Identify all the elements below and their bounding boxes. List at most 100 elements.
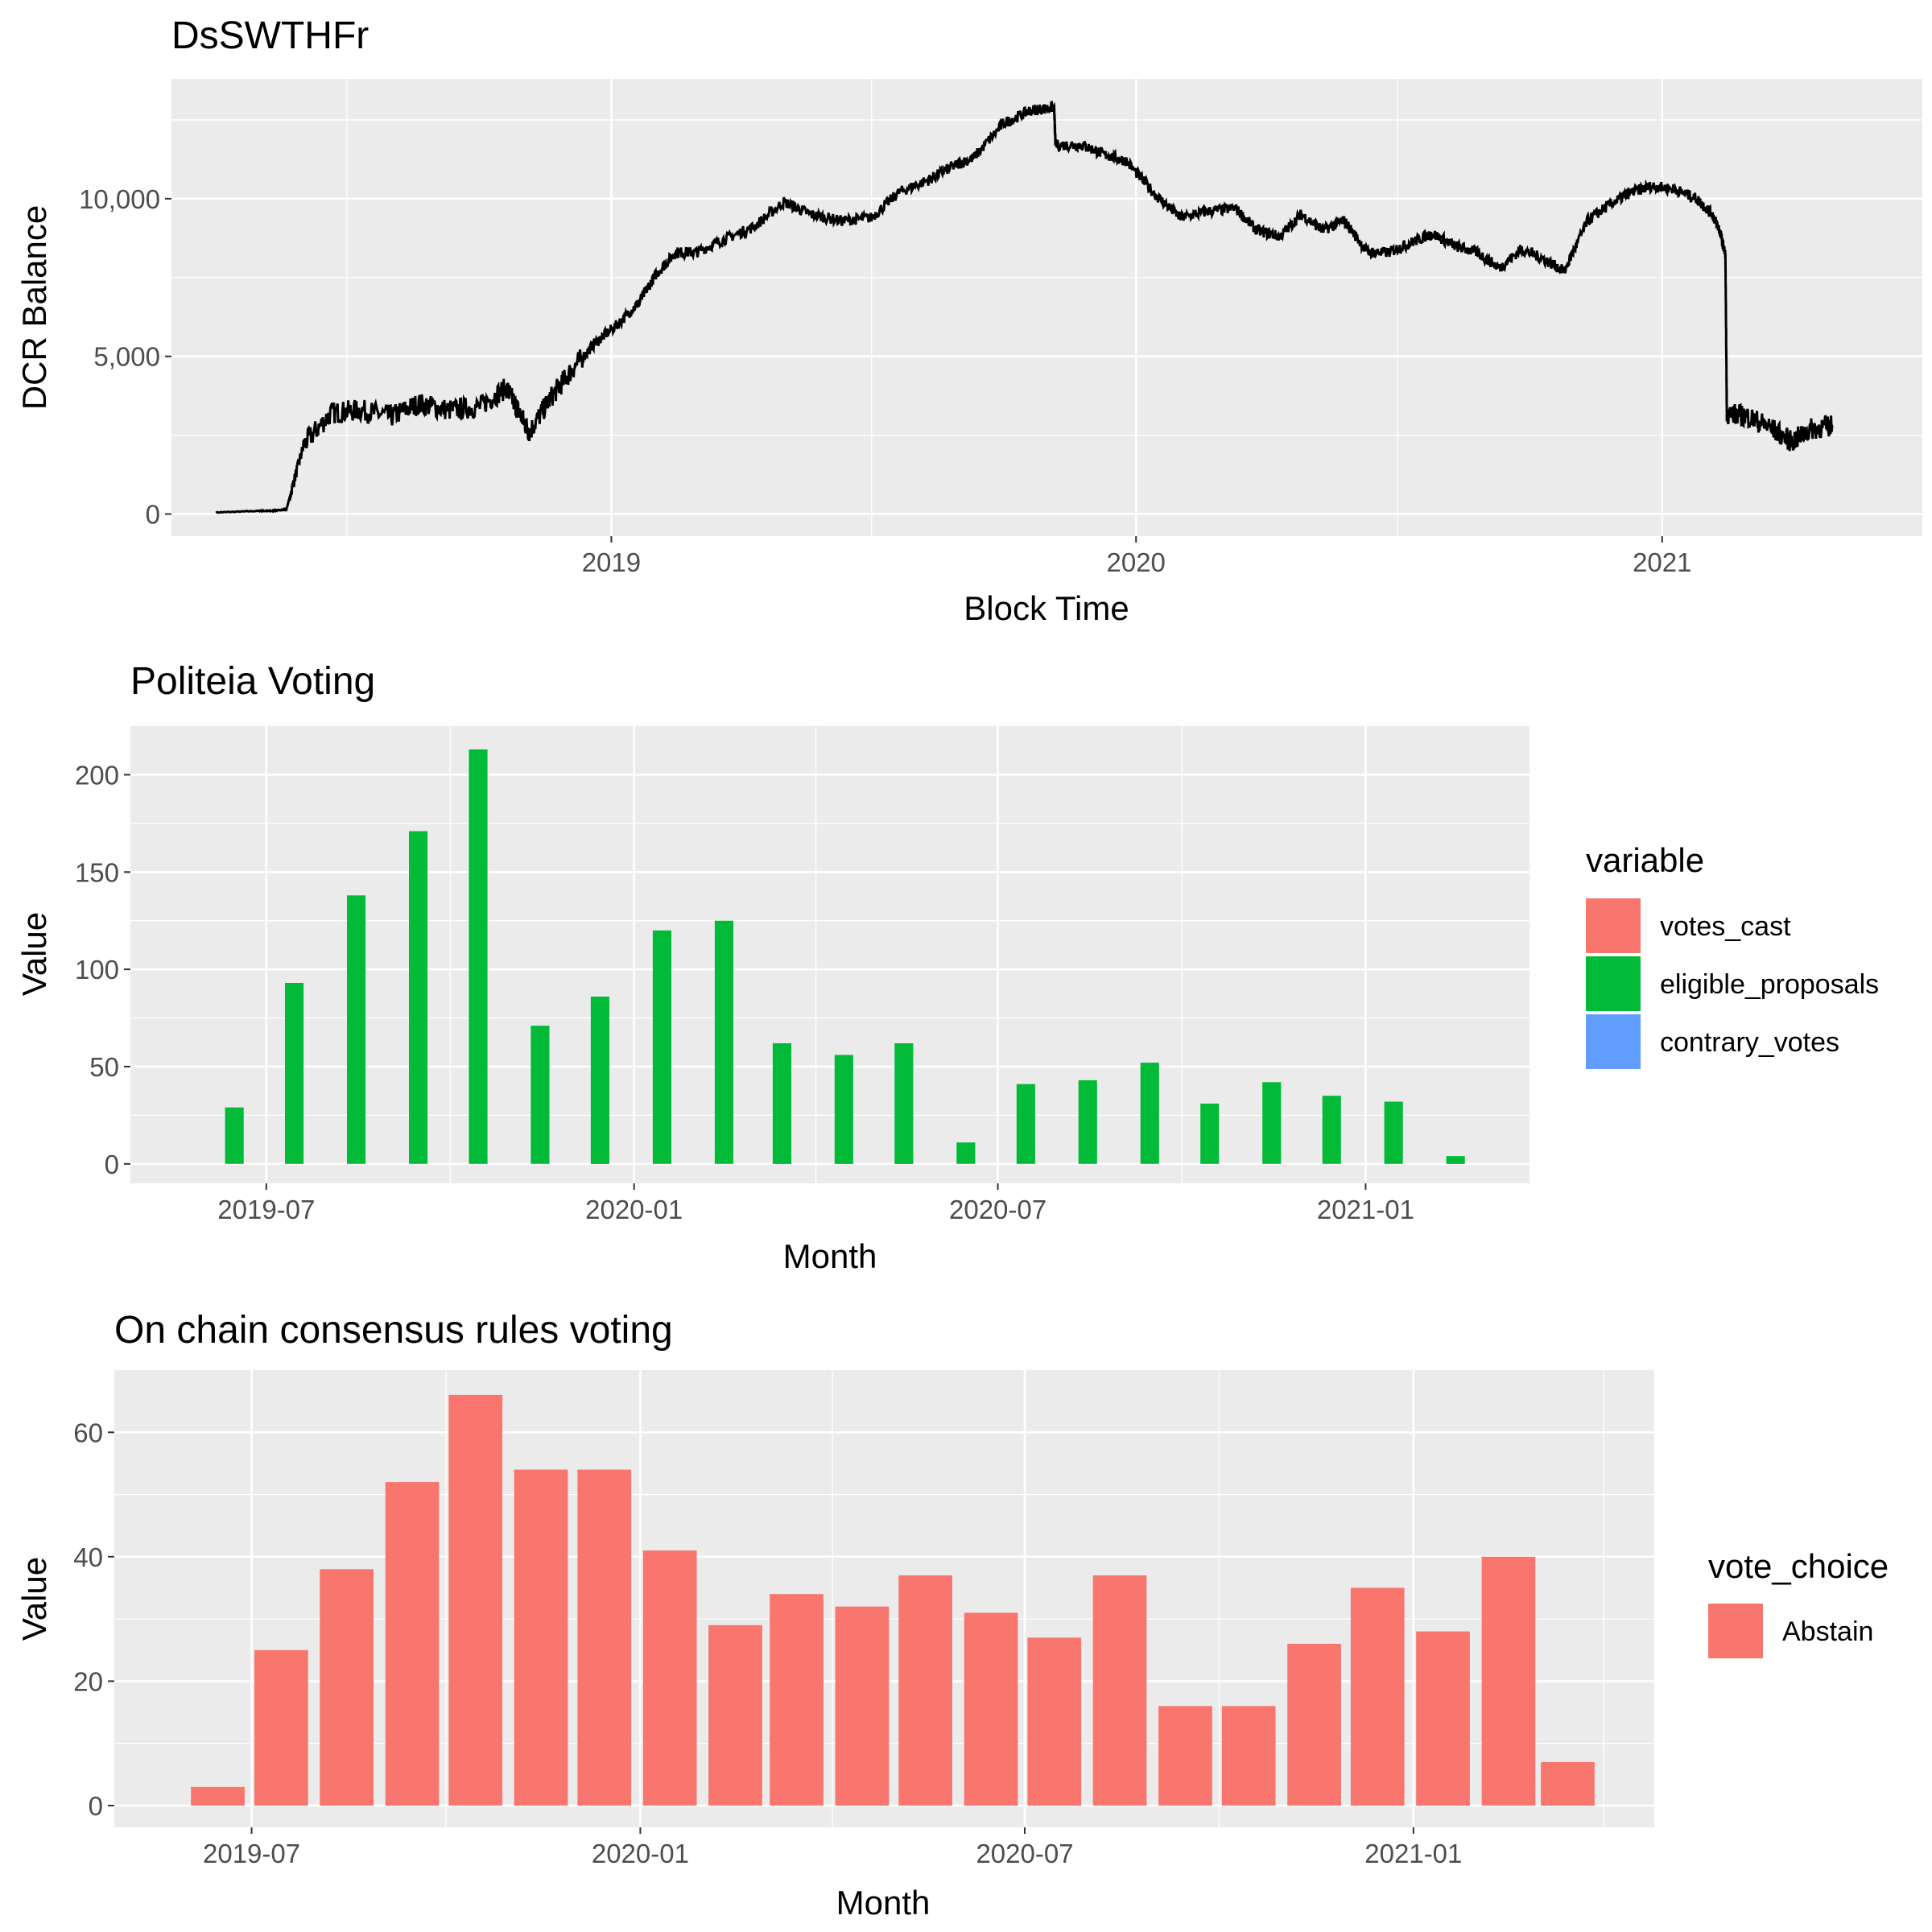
politeia-legend: variable votes_cast eligible_proposalscon… — [1586, 841, 1879, 1069]
balance-plot-panel — [171, 79, 1922, 536]
bar-eligible-proposals — [469, 749, 488, 1164]
bar-Abstain — [448, 1394, 503, 1806]
y-tick-label: 10,000 — [79, 184, 160, 214]
balance-x-axis-title: Block Time — [964, 589, 1129, 627]
y-tick-label: 150 — [75, 857, 119, 887]
bar-Abstain — [770, 1594, 824, 1806]
legend-label: Abstain — [1782, 1616, 1873, 1647]
bar-Abstain — [1221, 1706, 1276, 1806]
bar-Abstain — [514, 1469, 568, 1806]
bar-Abstain — [1350, 1587, 1405, 1806]
bar-eligible-proposals — [652, 930, 671, 1164]
bar-eligible-proposals — [1322, 1096, 1341, 1164]
y-tick-label: 0 — [105, 1150, 119, 1179]
consensus-y-axis: 0 20 40 60 — [73, 1418, 114, 1821]
politeia-chart-title: Politeia Voting — [130, 660, 375, 703]
politeia-x-axis: 2019-07 2020-01 2020-07 2021-01 — [217, 1183, 1414, 1224]
bar-Abstain — [1027, 1637, 1082, 1806]
politeia-legend-title: variable — [1586, 841, 1704, 879]
bar-eligible-proposals — [1200, 1103, 1220, 1164]
consensus-y-axis-title: Value — [15, 1557, 53, 1641]
bar-Abstain — [1541, 1761, 1595, 1806]
legend-key-Abstain — [1708, 1604, 1763, 1658]
politeia-legend-items: votes_cast eligible_proposals contrary_vot… — [1586, 898, 1879, 1069]
bar-eligible-proposals — [1262, 1082, 1282, 1164]
bar-eligible-proposals — [1446, 1156, 1465, 1164]
bar-eligible-proposals — [409, 831, 428, 1164]
bar-Abstain — [708, 1624, 762, 1806]
bar-Abstain — [898, 1575, 952, 1806]
balance-y-axis: 0 5,000 10,000 — [79, 184, 171, 530]
y-tick-label: 60 — [73, 1418, 103, 1447]
x-tick-label: 2019-07 — [217, 1195, 315, 1224]
y-tick-label: 0 — [89, 1791, 103, 1821]
y-tick-label: 100 — [75, 955, 119, 985]
y-tick-label: 0 — [146, 500, 160, 530]
consensus-x-axis-title: Month — [836, 1884, 931, 1922]
bar-eligible-proposals — [956, 1142, 976, 1164]
bar-Abstain — [577, 1469, 632, 1806]
x-tick-label: 2020-01 — [592, 1839, 689, 1868]
bar-Abstain — [964, 1612, 1018, 1806]
y-tick-label: 5,000 — [93, 342, 160, 372]
legend-label: contrary_votes — [1660, 1027, 1839, 1058]
bar-Abstain — [320, 1569, 374, 1806]
bar-eligible-proposals — [225, 1107, 244, 1164]
legend-key-eligible-proposals — [1586, 956, 1641, 1011]
bar-Abstain — [1416, 1631, 1470, 1806]
politeia-y-axis: 0 50 100 150 200 — [75, 760, 130, 1179]
politeia-y-axis-title: Value — [15, 912, 53, 996]
x-tick-label: 2020-07 — [949, 1195, 1046, 1224]
consensus-legend-title: vote_choice — [1708, 1547, 1889, 1585]
bar-eligible-proposals — [714, 920, 733, 1164]
bar-eligible-proposals — [347, 895, 366, 1164]
bar-eligible-proposals — [1140, 1063, 1159, 1164]
x-tick-label: 2020-07 — [976, 1839, 1073, 1868]
bar-Abstain — [385, 1482, 440, 1806]
x-tick-label: 2020-01 — [585, 1195, 683, 1224]
consensus-x-axis: 2019-07 2020-01 2020-07 2021-01 — [203, 1827, 1462, 1868]
bar-Abstain — [254, 1649, 308, 1806]
legend-key-contrary-votes — [1586, 1014, 1641, 1069]
bar-eligible-proposals — [772, 1043, 791, 1164]
x-tick-label: 2019 — [582, 547, 641, 577]
bar-Abstain — [1092, 1575, 1147, 1806]
consensus-legend: vote_choice Abstain — [1708, 1547, 1889, 1658]
bar-eligible-proposals — [1078, 1080, 1097, 1164]
legend-label: eligible_proposals — [1660, 969, 1879, 1000]
consensus-legend-items: Abstain — [1708, 1604, 1873, 1658]
bar-Abstain — [1287, 1644, 1341, 1806]
bar-eligible-proposals — [1016, 1084, 1035, 1164]
consensus-chart: On chain consensus rules voting 0204060 … — [15, 1309, 1889, 1922]
bar-eligible-proposals — [894, 1043, 914, 1164]
balance-chart-title: DsSWTHFr — [171, 14, 369, 57]
bar-eligible-proposals — [590, 997, 609, 1164]
bar-Abstain — [1481, 1556, 1536, 1806]
consensus-chart-title: On chain consensus rules voting — [114, 1309, 673, 1352]
x-tick-label: 2021-01 — [1317, 1195, 1414, 1224]
bar-eligible-proposals — [285, 983, 304, 1164]
politeia-x-axis-title: Month — [783, 1237, 877, 1275]
politeia-chart: Politeia Voting 0 50 100 150 200 2019-07 2020… — [15, 660, 1879, 1275]
x-tick-label: 2019-07 — [203, 1839, 300, 1868]
x-tick-label: 2021 — [1633, 547, 1691, 577]
balance-gridlines — [171, 79, 1922, 536]
bar-Abstain — [642, 1550, 697, 1806]
legend-label: votes_cast — [1660, 911, 1791, 942]
balance-x-axis: 2019 2020 2021 — [582, 536, 1691, 577]
x-tick-label: 2020 — [1107, 547, 1166, 577]
bar-Abstain — [835, 1606, 890, 1806]
consensus-bars — [191, 1394, 1595, 1806]
y-tick-label: 50 — [89, 1052, 119, 1082]
x-tick-label: 2021-01 — [1364, 1839, 1462, 1868]
legend-key-votes-cast — [1586, 898, 1641, 953]
bar-Abstain — [191, 1786, 245, 1806]
balance-chart: DsSWTHFr 0 5,000 10,000 2019 2020 2021 Block… — [15, 14, 1922, 627]
balance-line — [215, 101, 1834, 514]
y-tick-label: 20 — [73, 1666, 103, 1696]
balance-y-axis-title: DCR Balance — [15, 205, 53, 410]
y-tick-label: 40 — [73, 1542, 103, 1572]
y-tick-label: 200 — [75, 760, 119, 790]
politeia-bars — [225, 749, 1465, 1164]
